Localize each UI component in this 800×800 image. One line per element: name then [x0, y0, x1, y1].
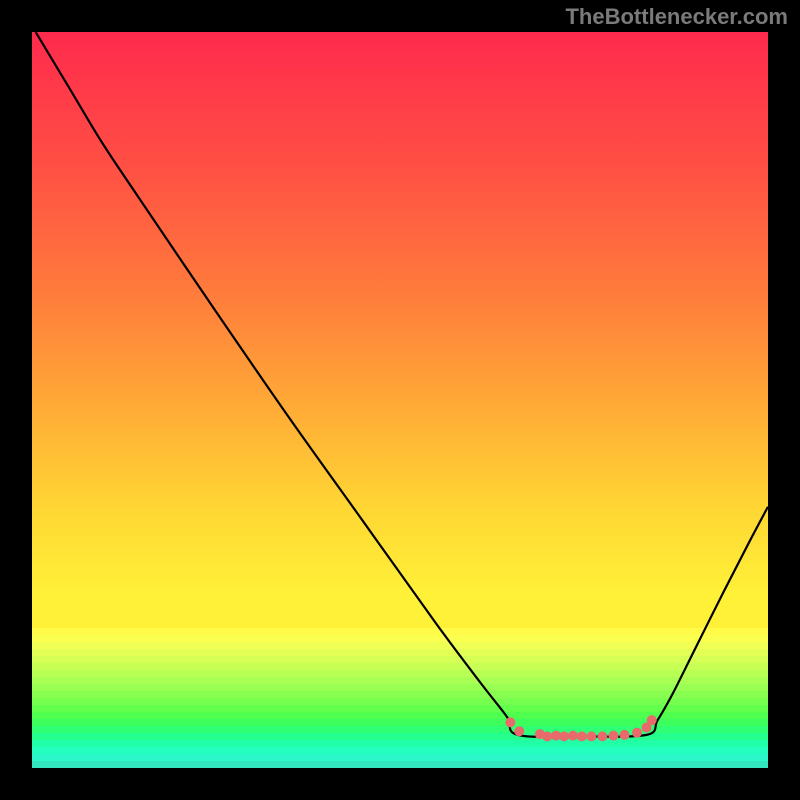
gradient-stripe [32, 719, 768, 726]
gradient-stripe [32, 663, 768, 670]
gradient-stripe [32, 656, 768, 663]
gradient-stripe [32, 698, 768, 705]
gradient-stripe [32, 740, 768, 747]
gradient-stripe [32, 705, 768, 712]
gradient-stripe [32, 761, 768, 768]
gradient-stripe [32, 747, 768, 754]
gradient-stripe [32, 726, 768, 733]
plot-area [32, 32, 768, 768]
gradient-stripe [32, 670, 768, 677]
gradient-stripe [32, 684, 768, 691]
gradient-stripe [32, 649, 768, 656]
gradient-stripe [32, 691, 768, 698]
gradient-stripe [32, 642, 768, 649]
gradient-stripe [32, 712, 768, 719]
watermark-text: TheBottlenecker.com [565, 4, 788, 30]
gradient-stripes [32, 628, 768, 768]
gradient-stripe [32, 635, 768, 642]
gradient-stripe [32, 754, 768, 761]
gradient-stripe [32, 628, 768, 635]
chart-container: TheBottlenecker.com [0, 0, 800, 800]
gradient-stripe [32, 733, 768, 740]
gradient-stripe [32, 677, 768, 684]
